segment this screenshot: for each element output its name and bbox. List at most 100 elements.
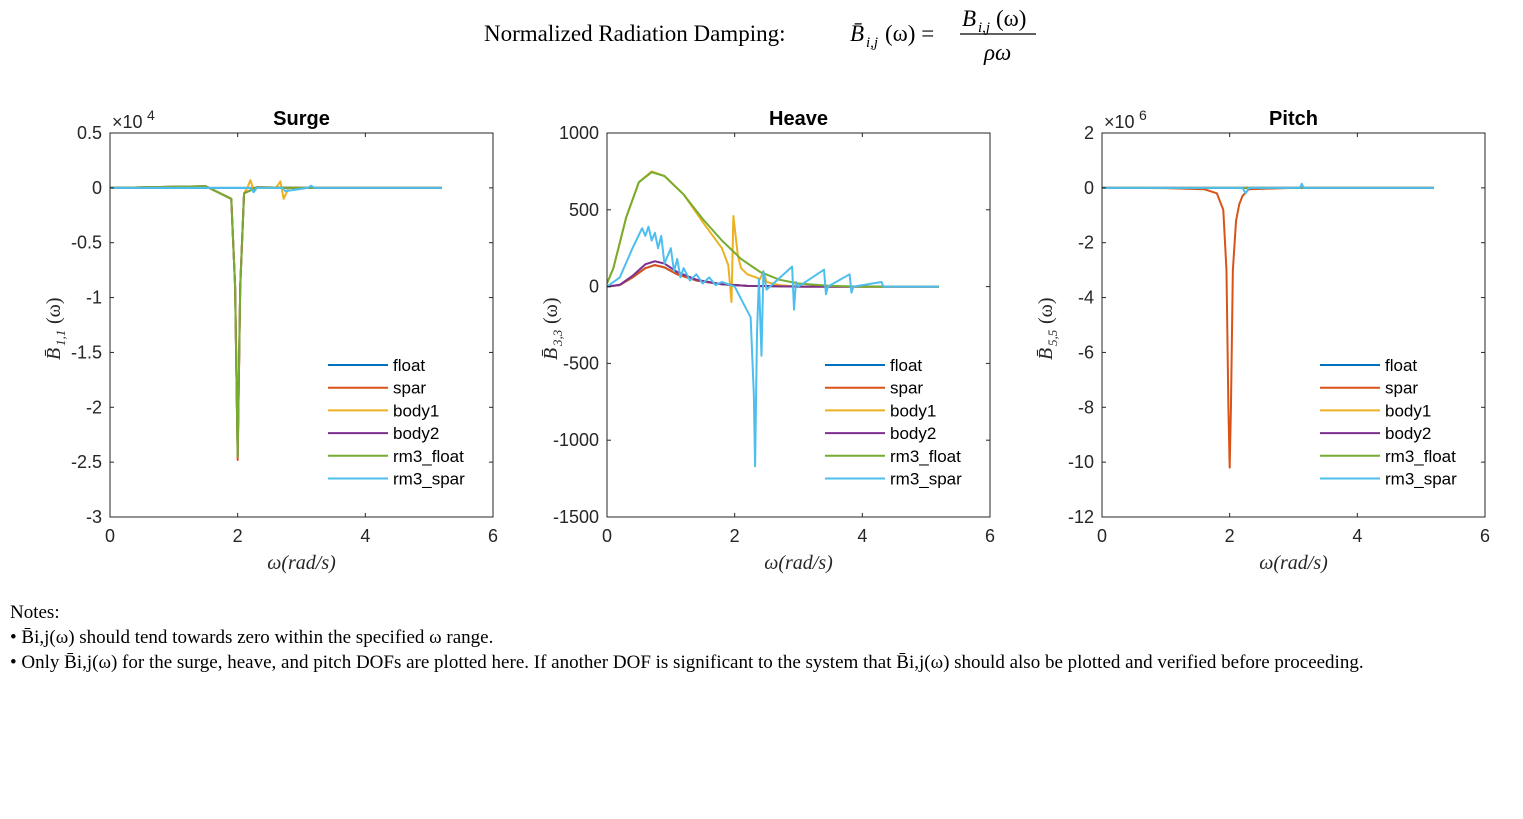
series-line-rm3-spar	[1102, 182, 1434, 195]
y-tick-label: -6	[1078, 342, 1094, 362]
x-tick-label: 0	[105, 526, 115, 546]
y-tick-label: -4	[1078, 288, 1094, 308]
x-tick-label: 4	[360, 526, 370, 546]
legend-label-spar: spar	[393, 379, 426, 398]
notes-heading: Notes:	[10, 602, 60, 623]
x-tick-label: 4	[857, 526, 867, 546]
legend-label-rm3-spar: rm3_spar	[890, 470, 962, 489]
chart-title: Heave	[769, 108, 828, 130]
series-group	[607, 170, 939, 468]
series-group	[1102, 182, 1434, 469]
y-tick-label: -8	[1078, 397, 1094, 417]
chart-2: 0 2 4 620-2-4-6-8-10-12×10 6 Pitchω(rad/s)B̄5…	[1035, 107, 1490, 574]
notes-section: Notes: • B̄i,j(ω) should tend towards ze…	[10, 600, 1510, 675]
y-axis-label-arg: (ω)	[43, 298, 65, 324]
y-tick-label: -1000	[553, 430, 599, 450]
series-line-rm3-spar	[110, 184, 442, 194]
y-axis-label-main: B̄	[1035, 348, 1057, 360]
axes-box	[1101, 132, 1486, 518]
figure-title-den: ρω	[983, 40, 1011, 65]
y-tick-label: 0	[1084, 178, 1094, 198]
figure-title-prefix: Normalized Radiation Damping:	[484, 21, 785, 46]
y-tick-label: -2	[86, 397, 102, 417]
legend-label-rm3-float: rm3_float	[1385, 447, 1456, 466]
y-exponent-power: 6	[1139, 107, 1147, 123]
y-axis-label: B̄ 5,5 (ω)	[1035, 298, 1060, 360]
chart-1: 0 2 4 6 1000 500 0 -500 -1000 -1500 Heave ω(rad/s) B…	[540, 108, 995, 574]
legend-label-body1: body1	[393, 401, 439, 420]
legend-label-body2: body2	[393, 424, 439, 443]
y-exponent-power: 4	[147, 107, 155, 123]
legend-label-float: float	[393, 356, 425, 375]
x-tick-label: 6	[1480, 526, 1490, 546]
figure-title-lhs-arg: (ω) =	[885, 21, 934, 46]
y-tick-label: -1500	[553, 507, 599, 527]
notes-line-1: • B̄i,j(ω) should tend towards zero with…	[10, 627, 494, 648]
y-axis-label-main: B̄	[43, 348, 65, 360]
x-tick-label: 4	[1352, 526, 1362, 546]
x-tick-label: 2	[233, 526, 243, 546]
legend-label-float: float	[890, 356, 922, 375]
legend-label-rm3-float: rm3_float	[890, 447, 961, 466]
y-axis-label: B̄3,3 (ω)	[540, 298, 565, 360]
chart-0: 0 2 4 60.50-0.5-1-1.5-2-2.5-3×10 4 Surgeω(rad…	[43, 107, 498, 574]
x-tick-label: 6	[488, 526, 498, 546]
legend-label-body2: body2	[1385, 424, 1431, 443]
figure-title-num-arg: (ω)	[996, 6, 1026, 31]
legend-label-rm3-spar: rm3_spar	[1385, 470, 1457, 489]
y-tick-label: 2	[1084, 123, 1094, 143]
figure-title-lhs-sub: i,j	[866, 35, 878, 51]
series-line-rm3-float	[110, 185, 442, 458]
y-tick-label: -0.5	[71, 233, 102, 253]
legend-label-spar: spar	[890, 379, 923, 398]
y-tick-label: -12	[1068, 507, 1094, 527]
figure-title: Normalized Radiation Damping: B̄ i,j (ω)…	[484, 6, 1036, 65]
series-line-rm3-spar	[607, 225, 939, 468]
figure-title-num: B	[962, 6, 976, 31]
x-tick-label: 2	[730, 526, 740, 546]
x-tick-label: 0	[602, 526, 612, 546]
y-tick-label: -2	[1078, 233, 1094, 253]
figure-title-num-sub: i,j	[978, 20, 990, 36]
series-line-rm3-float	[607, 171, 939, 288]
charts-group: 0 2 4 60.50-0.5-1-1.5-2-2.5-3×10 4 Surgeω(rad…	[43, 107, 1490, 574]
y-axis-label-main: B̄	[540, 348, 562, 360]
series-group	[110, 179, 442, 461]
figure-title-lhs: B̄	[850, 21, 864, 46]
axes-box	[606, 132, 991, 518]
y-tick-label: 0.5	[77, 123, 102, 143]
series-line-body1	[607, 170, 939, 303]
y-tick-label: -1.5	[71, 342, 102, 362]
x-tick-label: 0	[1097, 526, 1107, 546]
y-exponent-label: ×10	[1104, 112, 1135, 132]
y-tick-label: 1000	[559, 123, 599, 143]
y-axis-label-arg: (ω)	[540, 298, 562, 324]
y-axis-label-arg: (ω)	[1035, 298, 1057, 324]
y-exponent-label: ×10	[112, 112, 143, 132]
legend-label-spar: spar	[1385, 379, 1418, 398]
axes-box	[109, 132, 494, 518]
y-tick-label: -10	[1068, 452, 1094, 472]
chart-title: Pitch	[1269, 108, 1318, 130]
x-axis-label: ω(rad/s)	[1259, 552, 1328, 574]
legend-label-body1: body1	[1385, 401, 1431, 420]
y-tick-label: -500	[563, 353, 599, 373]
legend-label-rm3-float: rm3_float	[393, 447, 464, 466]
y-tick-label: 500	[569, 200, 599, 220]
y-tick-label: -3	[86, 507, 102, 527]
y-axis-label: B̄ 1,1 (ω)	[43, 298, 68, 360]
chart-title: Surge	[273, 108, 330, 130]
legend-label-rm3-spar: rm3_spar	[393, 470, 465, 489]
y-tick-label: -1	[86, 288, 102, 308]
y-axis-label-sub: 1,1	[53, 330, 68, 346]
y-tick-label: -2.5	[71, 452, 102, 472]
y-tick-label: 0	[92, 178, 102, 198]
notes-line-2: • Only B̄i,j(ω) for the surge, heave, an…	[10, 652, 1364, 673]
legend-label-float: float	[1385, 356, 1417, 375]
x-axis-label: ω(rad/s)	[267, 552, 336, 574]
y-axis-label-sub: 3,3	[550, 329, 565, 347]
y-axis-label-sub: 5,5	[1045, 329, 1060, 346]
x-tick-label: 2	[1225, 526, 1235, 546]
